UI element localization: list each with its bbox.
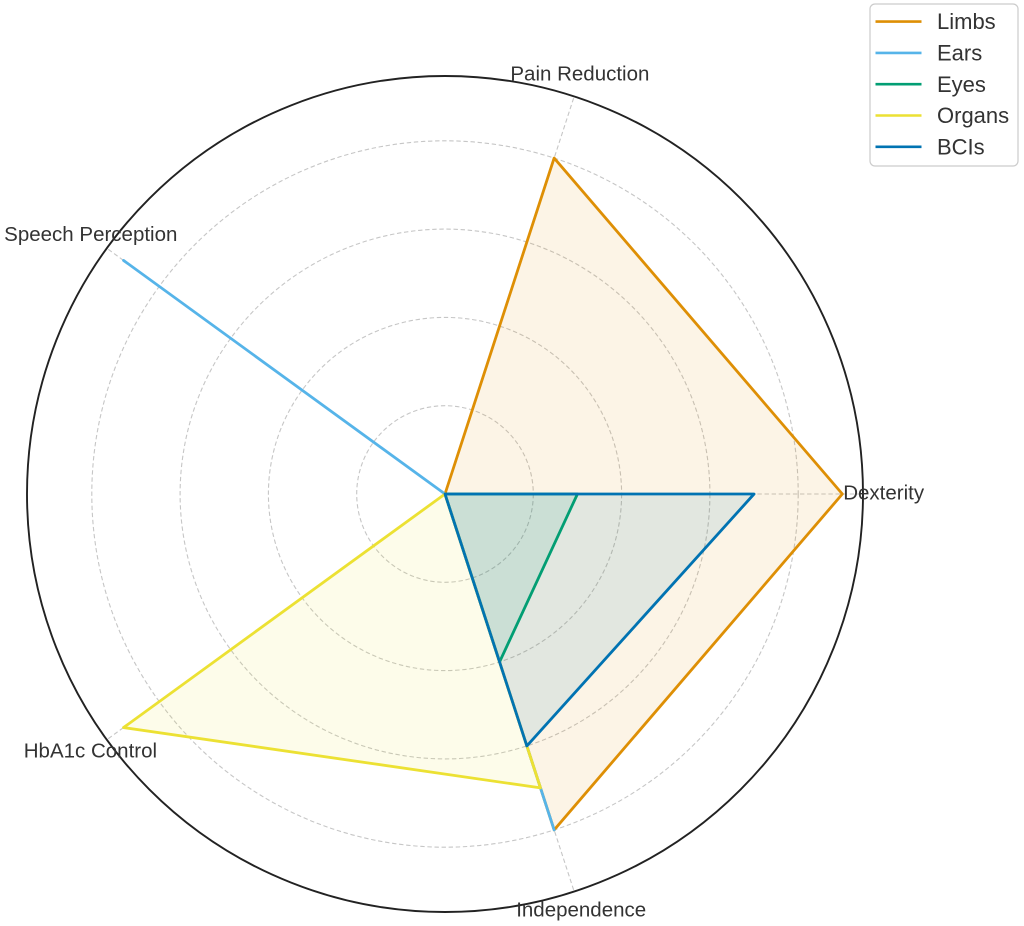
svg-text:HbA1c Control: HbA1c Control [24,740,157,763]
svg-text:Speech Perception: Speech Perception [4,223,177,246]
svg-text:Organs: Organs [937,103,1009,128]
svg-text:Independence: Independence [516,899,646,922]
svg-text:BCIs: BCIs [937,134,985,159]
svg-text:Pain Reduction: Pain Reduction [510,62,649,85]
svg-text:Eyes: Eyes [937,72,986,97]
svg-text:Dexterity: Dexterity [843,481,925,504]
svg-text:Ears: Ears [937,41,982,66]
svg-text:Limbs: Limbs [937,9,996,34]
